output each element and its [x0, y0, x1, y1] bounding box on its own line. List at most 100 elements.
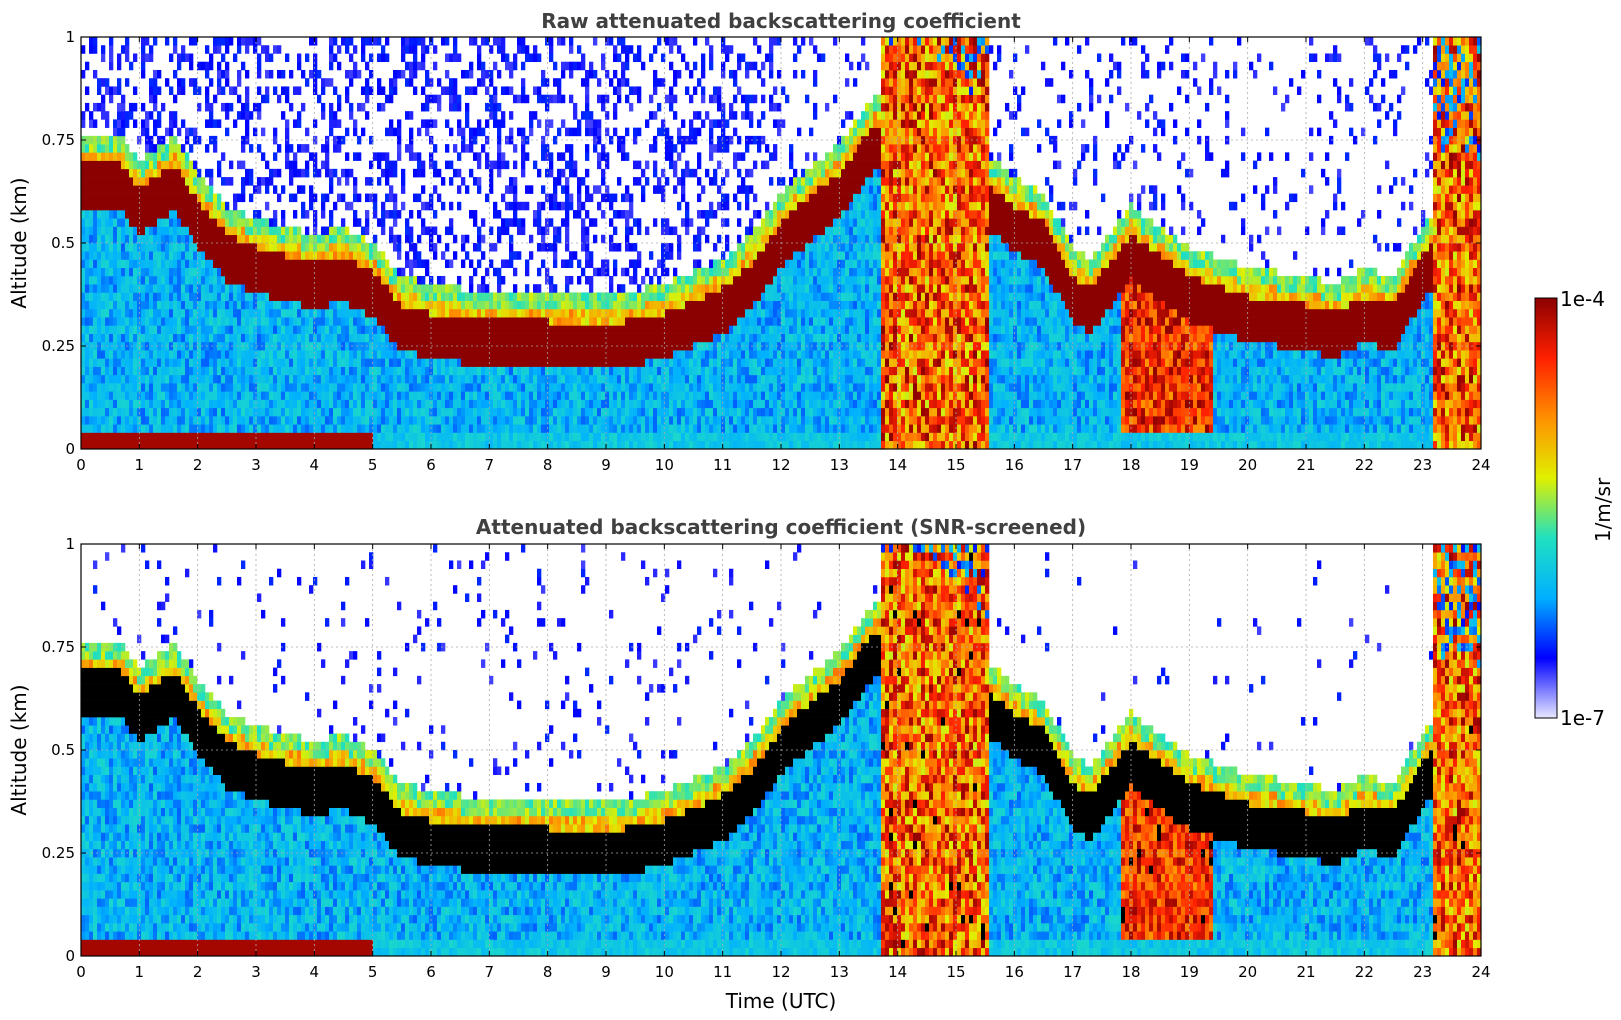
heatmap-cell	[569, 424, 574, 433]
heatmap-cell	[137, 292, 142, 301]
heatmap-cell	[125, 160, 130, 170]
heatmap-cell	[349, 267, 354, 277]
heatmap-cell	[433, 317, 438, 326]
heatmap-cell	[401, 366, 406, 376]
heatmap-cell	[561, 383, 566, 392]
heatmap-cell	[149, 226, 154, 236]
heatmap-cell	[573, 399, 578, 409]
heatmap-cell	[317, 432, 322, 442]
heatmap-cell	[573, 300, 578, 310]
heatmap-cell	[537, 168, 542, 178]
heatmap-cell	[529, 432, 534, 442]
heatmap-cell	[169, 399, 174, 409]
heatmap-cell	[321, 383, 326, 392]
heatmap-cell	[481, 399, 486, 409]
heatmap-cell	[373, 325, 378, 334]
heatmap-cell	[177, 185, 182, 194]
heatmap-cell	[385, 193, 390, 203]
heatmap-cell	[117, 160, 122, 170]
heatmap-cell	[621, 432, 626, 442]
heatmap-cell	[129, 407, 134, 417]
heatmap-cell	[293, 226, 298, 236]
heatmap-cell	[629, 201, 634, 211]
heatmap-cell	[645, 383, 650, 392]
heatmap-cell	[257, 177, 262, 186]
heatmap-cell	[253, 243, 258, 252]
heatmap-cell	[85, 366, 90, 376]
heatmap-cell	[541, 391, 546, 400]
heatmap-cell	[565, 210, 570, 219]
heatmap-cell	[337, 45, 342, 54]
heatmap-cell	[473, 383, 478, 392]
heatmap-cell	[585, 391, 590, 400]
heatmap-cell	[157, 350, 162, 359]
heatmap-cell	[189, 201, 194, 211]
heatmap-cell	[461, 144, 466, 153]
heatmap-cell	[621, 383, 626, 392]
heatmap-cell	[321, 259, 326, 269]
heatmap-cell	[613, 69, 618, 79]
heatmap-cell	[165, 210, 170, 219]
heatmap-cell	[573, 341, 578, 351]
heatmap-cell	[449, 94, 454, 104]
heatmap-cell	[153, 383, 158, 392]
heatmap-cell	[317, 399, 322, 409]
heatmap-cell	[489, 308, 494, 318]
heatmap-cell	[133, 424, 138, 433]
heatmap-cell	[565, 259, 570, 269]
heatmap-cell	[401, 350, 406, 359]
heatmap-cell	[605, 317, 610, 326]
heatmap-cell	[349, 234, 354, 244]
heatmap-cell	[625, 226, 630, 236]
heatmap-cell	[649, 358, 654, 367]
heatmap-cell	[129, 102, 134, 112]
heatmap-cell	[405, 407, 410, 417]
heatmap-cell	[437, 300, 442, 310]
heatmap-cell	[629, 45, 634, 54]
heatmap-cell	[205, 325, 210, 334]
heatmap-cell	[561, 168, 566, 178]
heatmap-cell	[329, 424, 334, 433]
heatmap-cell	[593, 308, 598, 318]
heatmap-cell	[221, 86, 226, 95]
heatmap-cell	[257, 210, 262, 219]
heatmap-cell	[477, 292, 482, 301]
heatmap-cell	[629, 275, 634, 285]
heatmap-cell	[501, 374, 506, 384]
heatmap-cell	[237, 308, 242, 318]
heatmap-cell	[473, 177, 478, 186]
heatmap-cell	[125, 78, 130, 87]
heatmap-cell	[133, 432, 138, 442]
heatmap-cell	[129, 308, 134, 318]
heatmap-cell	[537, 399, 542, 409]
heatmap-cell	[269, 267, 274, 277]
heatmap-cell	[593, 358, 598, 367]
heatmap-cell	[521, 358, 526, 367]
heatmap-cell	[489, 432, 494, 442]
heatmap-cell	[257, 218, 262, 227]
heatmap-cell	[645, 366, 650, 376]
heatmap-cell	[181, 160, 186, 170]
heatmap-cell	[433, 160, 438, 170]
heatmap-cell	[229, 102, 234, 112]
heatmap-cell	[421, 45, 426, 54]
heatmap-cell	[309, 383, 314, 392]
heatmap-cell	[241, 399, 246, 409]
heatmap-cell	[469, 37, 474, 46]
heatmap-cell	[561, 399, 566, 409]
heatmap-cell	[233, 416, 238, 425]
heatmap-cell	[141, 325, 146, 334]
heatmap-cell	[541, 69, 546, 79]
heatmap-cell	[257, 259, 262, 269]
heatmap-cell	[577, 432, 582, 442]
heatmap-cell	[213, 292, 218, 301]
heatmap-cell	[337, 284, 342, 293]
heatmap-cell	[489, 325, 494, 334]
heatmap-cell	[89, 284, 94, 293]
heatmap-cell	[629, 317, 634, 326]
heatmap-cell	[389, 168, 394, 178]
heatmap-cell	[109, 350, 114, 359]
heatmap-cell	[249, 440, 254, 449]
heatmap-cell	[253, 259, 258, 269]
heatmap-cell	[393, 78, 398, 87]
